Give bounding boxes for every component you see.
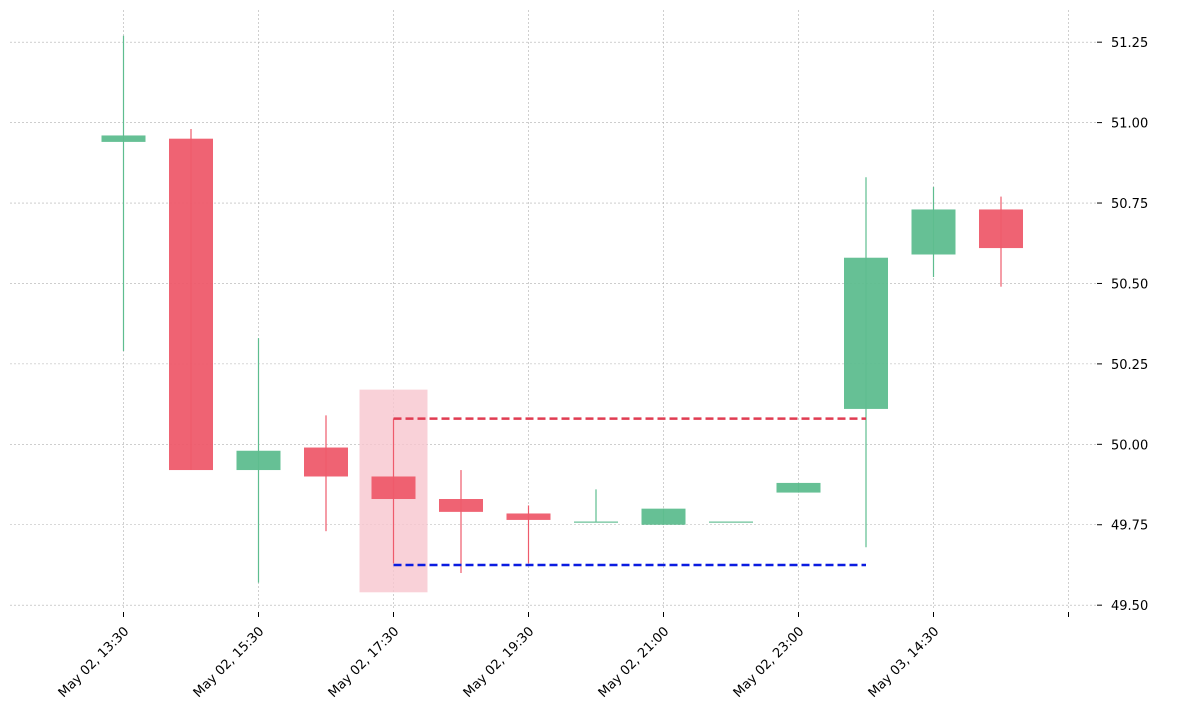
x-tick-label: May 02, 21:00	[596, 624, 673, 701]
candle-body	[439, 499, 483, 512]
x-tick-label: May 02, 15:30	[191, 624, 268, 701]
candle-body	[776, 482, 821, 493]
y-tick-label: 49.75	[1111, 519, 1148, 534]
x-tick-label: May 02, 19:30	[461, 624, 538, 701]
x-tick-label: May 02, 13:30	[56, 624, 133, 701]
y-tick-label: 51.00	[1111, 117, 1148, 132]
candle-body	[304, 447, 348, 477]
candle-body	[641, 508, 686, 525]
y-tick-label: 51.25	[1111, 36, 1148, 51]
y-axis: 49.50 49.75 50.00 50.25 50.50 50.75 51.00 51.25	[1097, 36, 1148, 614]
x-tick-label: May 03, 14:30	[866, 624, 943, 701]
x-axis: May 02, 13:30 May 02, 15:30 May 02, 17:30 M…	[56, 612, 1069, 701]
y-tick-label: 50.50	[1111, 277, 1148, 292]
candles	[101, 35, 1023, 583]
candle-body	[911, 209, 956, 255]
y-tick-label: 50.25	[1111, 358, 1148, 373]
candle-body	[574, 521, 618, 523]
x-tick-label: May 02, 23:00	[731, 624, 808, 701]
candle-body	[844, 257, 888, 409]
candle-body	[506, 513, 551, 520]
y-tick-label: 50.00	[1111, 438, 1148, 453]
candle-body	[169, 138, 213, 471]
price-levels	[393, 417, 866, 567]
candle-body	[101, 135, 146, 142]
candle-body	[709, 521, 753, 523]
y-tick-label: 49.50	[1111, 599, 1148, 614]
y-tick-label: 50.75	[1111, 197, 1148, 212]
candle-body	[371, 476, 416, 500]
candle-body	[979, 209, 1023, 249]
candle-body	[236, 450, 281, 471]
x-tick-label: May 02, 17:30	[326, 624, 403, 701]
